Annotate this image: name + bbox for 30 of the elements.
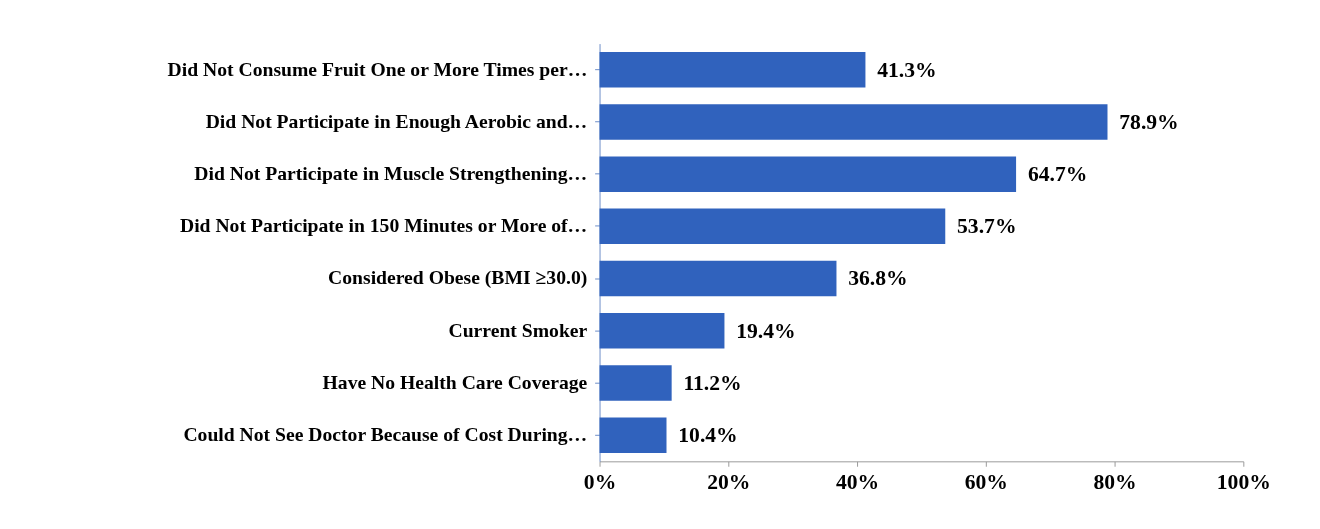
y-tick-label: Have No Health Care Coverage	[322, 370, 588, 393]
bar	[599, 104, 1108, 140]
y-tick-label: Did Not Participate in 150 Minutes or More of…	[179, 214, 588, 237]
x-tick-label: 60%	[964, 470, 1008, 495]
y-tick-label: Considered Obese (BMI ≥30.0)	[328, 266, 588, 290]
x-tick-label: 40%	[835, 470, 880, 495]
y-tick-label: Current Smoker	[448, 318, 588, 341]
data-label: 64.7%	[1027, 162, 1088, 187]
bar	[599, 51, 866, 88]
y-tick-label: Did Not Consume Fruit One or More Times per…	[167, 57, 588, 80]
bar	[599, 260, 837, 297]
x-tick-label: 80%	[1093, 470, 1137, 495]
data-label: 11.2%	[683, 370, 742, 395]
bar	[599, 208, 946, 245]
bar	[599, 156, 1017, 192]
data-label: 10.4%	[678, 423, 738, 448]
data-label: 19.4%	[736, 318, 796, 343]
y-tick-label: Could Not See Doctor Because of Cost During…	[183, 423, 588, 446]
bar	[599, 313, 725, 349]
x-tick-label: 100%	[1216, 470, 1271, 495]
x-tick-label: 20%	[707, 470, 751, 495]
x-tick-label: 0%	[583, 470, 617, 495]
data-label: 78.9%	[1119, 109, 1179, 134]
y-tick-label: Did Not Participate in Muscle Strengthening…	[194, 162, 588, 185]
data-label: 41.3%	[877, 57, 937, 82]
data-label: 53.7%	[957, 214, 1017, 239]
y-tick-label: Did Not Participate in Enough Aerobic and…	[205, 109, 588, 132]
bar	[599, 417, 667, 453]
bar	[599, 365, 672, 401]
data-label: 36.8%	[848, 266, 908, 291]
